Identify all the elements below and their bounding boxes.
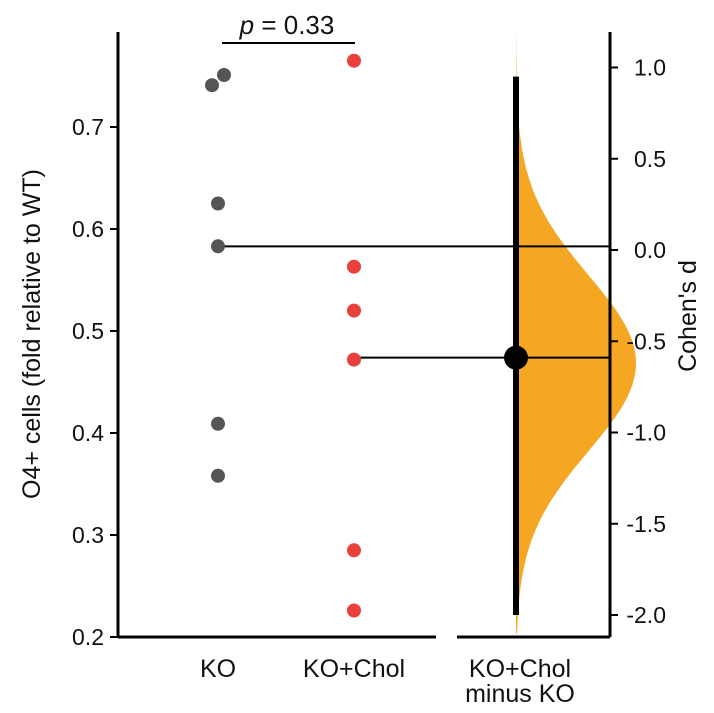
x-tick-label-effect-line2: minus KO — [465, 680, 575, 708]
left-y-tick-label: 0.7 — [72, 114, 104, 140]
left-y-tick-label: 0.6 — [72, 216, 104, 242]
left-y-tick-label: 0.5 — [72, 318, 104, 344]
p-value-text: = 0.33 — [254, 10, 334, 40]
effect-size-distribution — [516, 31, 636, 634]
right-y-tick-label: -1.5 — [626, 511, 666, 537]
effect-size-point-estimate — [504, 345, 528, 370]
x-tick-label-ko: KO — [200, 655, 236, 683]
right-y-tick-label: -1.0 — [626, 420, 666, 446]
raw-data-points — [205, 53, 361, 618]
data-point-ko-chol — [347, 53, 361, 68]
right-y-tick-label: 0.0 — [634, 237, 666, 263]
effect-size-marks — [504, 76, 528, 615]
data-point-ko-chol — [347, 352, 361, 367]
x-tick-label-effect-line1: KO+Chol — [469, 655, 571, 683]
right-y-tick-label: 0.5 — [634, 146, 666, 172]
right-y-tick-label: -0.5 — [626, 328, 666, 354]
data-point-ko — [211, 416, 225, 431]
x-tick-label-ko-chol: KO+Chol — [303, 655, 405, 683]
right-y-tick-label: -2.0 — [626, 602, 666, 628]
data-point-ko — [211, 196, 225, 211]
data-point-ko — [211, 239, 225, 254]
left-y-axis: 0.2 0.3 0.4 0.5 0.6 0.7 — [72, 114, 118, 650]
data-point-ko-chol — [347, 543, 361, 558]
reference-lines — [218, 245, 610, 359]
left-y-axis-label: O4+ cells (fold relative to WT) — [18, 169, 46, 499]
effect-size-distribution-group — [516, 31, 636, 634]
p-value-annotation: p = 0.33 — [239, 10, 335, 40]
data-point-ko — [217, 68, 231, 82]
p-symbol: p — [239, 10, 254, 40]
data-point-ko-chol — [347, 259, 361, 274]
data-point-ko — [205, 78, 219, 93]
right-y-axis-label: Cohen's d — [674, 260, 702, 372]
data-point-ko-chol — [347, 603, 361, 618]
data-point-ko-chol — [347, 303, 361, 318]
left-y-tick-label: 0.2 — [72, 624, 104, 650]
right-y-axis: 1.0 0.5 0.0 -0.5 -1.0 -1.5 -2.0 — [610, 55, 666, 628]
data-point-ko — [211, 468, 225, 483]
left-y-tick-label: 0.4 — [72, 420, 104, 446]
right-y-tick-label: 1.0 — [634, 55, 666, 81]
left-y-tick-label: 0.3 — [72, 522, 104, 548]
